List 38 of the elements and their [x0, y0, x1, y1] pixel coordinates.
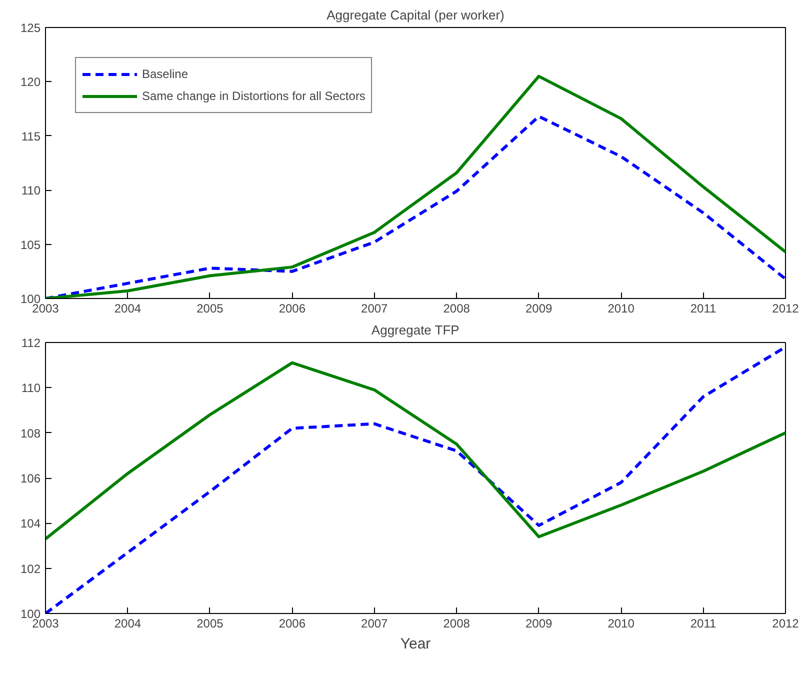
x-tick-label: 2007	[361, 302, 388, 316]
x-tick-label: 2008	[443, 302, 470, 316]
y-tick-label: 110	[21, 184, 41, 198]
line-series	[46, 361, 786, 540]
y-tick-label: 102	[20, 562, 41, 576]
x-tick-label: 2004	[114, 616, 142, 630]
x-tick-label: 2009	[525, 616, 553, 630]
legend-label: Same change in Distortions for all Sectors	[142, 88, 366, 105]
x-tick-label: 2011	[690, 616, 717, 630]
x-tick-label: 2008	[443, 616, 470, 630]
y-tick-label: 108	[20, 426, 41, 440]
x-tick-label: 2005	[196, 302, 224, 316]
x-tick-label: 2005	[196, 616, 224, 630]
x-tick-label: 2010	[608, 302, 635, 316]
x-tick-label: 2003	[32, 616, 60, 630]
x-tick-label: 2006	[278, 616, 306, 630]
y-tick-label: 106	[20, 472, 41, 486]
x-tick-label: 2007	[361, 616, 388, 630]
y-tick-label: 104	[20, 516, 41, 531]
x-tick-label: 2009	[525, 302, 553, 316]
line-series	[46, 346, 786, 614]
y-tick-label: 115	[21, 129, 41, 144]
y-tick-label: 112	[21, 336, 41, 350]
y-tick-label: 105	[20, 238, 41, 252]
x-tick-label: 2006	[278, 302, 306, 316]
x-tick-label: 2011	[690, 302, 717, 316]
legend-label: Baseline	[142, 66, 188, 83]
x-tick-label: 2012	[772, 616, 800, 630]
chart-title: Aggregate TFP	[371, 322, 460, 338]
y-tick-label: 125	[20, 21, 41, 35]
y-tick-label: 110	[21, 381, 41, 396]
x-tick-label: 2012	[772, 302, 800, 316]
x-tick-label: 2003	[32, 302, 60, 316]
x-tick-label: 2004	[114, 302, 142, 316]
x-axis-title: Year	[400, 636, 431, 652]
chart-title: Aggregate Capital (per worker)	[326, 8, 504, 22]
x-tick-label: 2010	[608, 616, 635, 630]
y-tick-label: 120	[20, 75, 41, 90]
